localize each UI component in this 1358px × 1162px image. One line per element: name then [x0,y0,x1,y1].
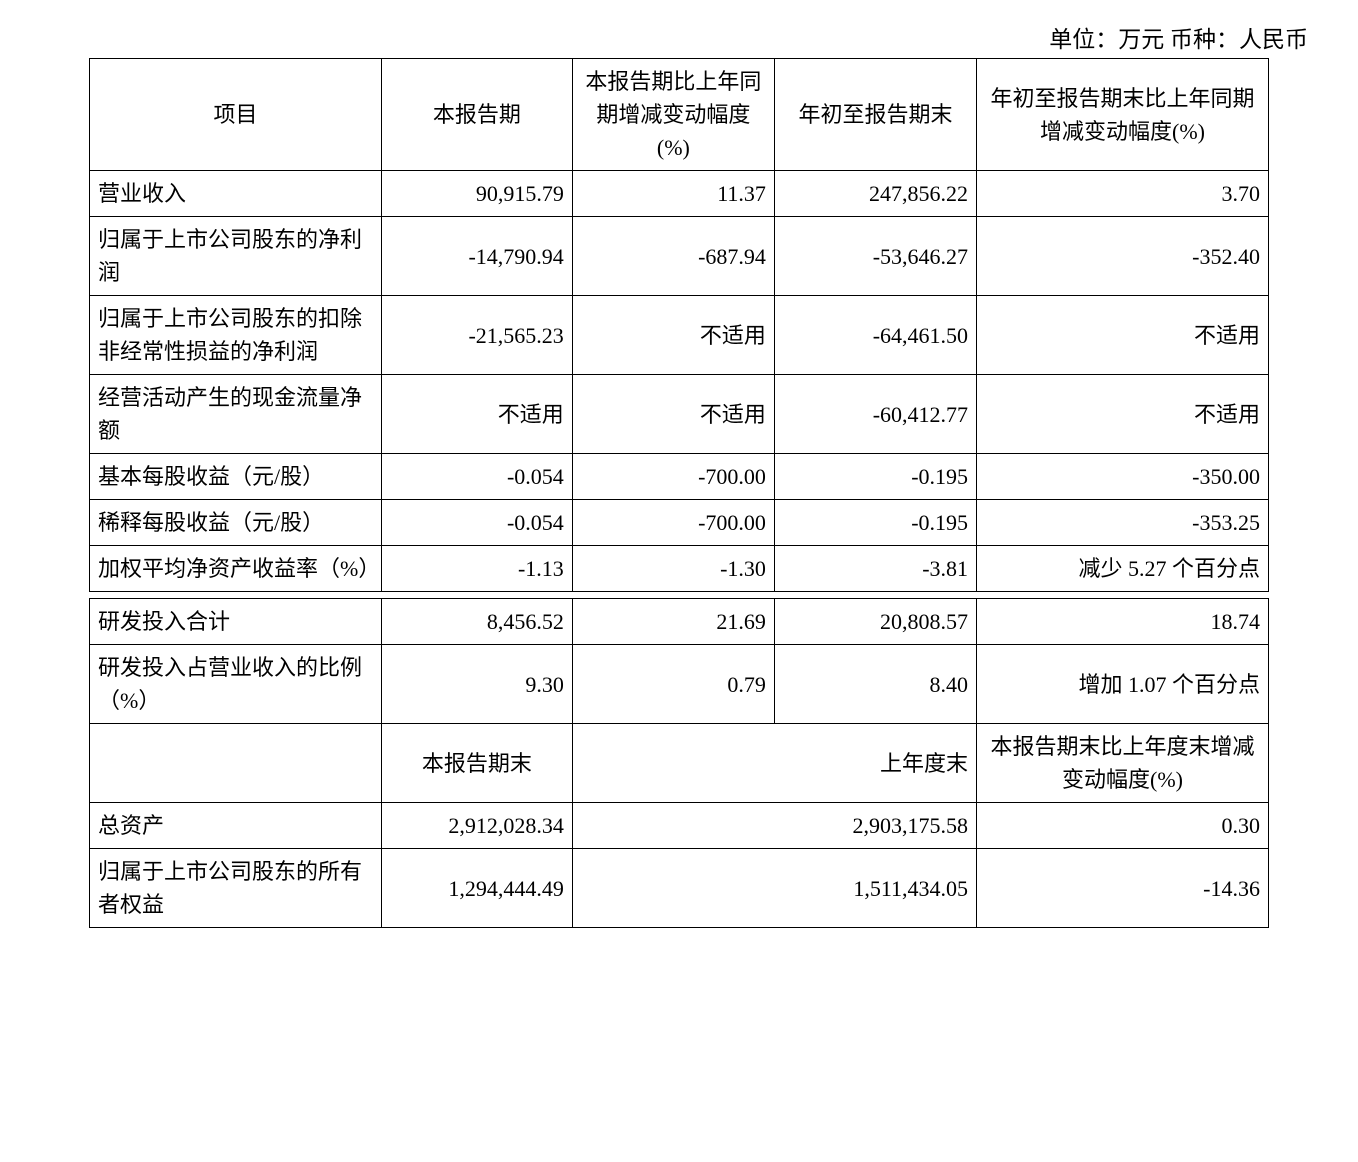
cell-value: -350.00 [977,454,1269,500]
cell-value: -21,565.23 [381,296,572,375]
cell-value: -1.30 [572,546,774,592]
col-header-blank [90,724,382,803]
cell-value: 0.30 [977,803,1269,849]
cell-value: 2,912,028.34 [381,803,572,849]
row-label: 归属于上市公司股东的所有者权益 [90,849,382,928]
row-label: 营业收入 [90,171,382,217]
col-header-ytd: 年初至报告期末 [774,59,976,171]
cell-value: 不适用 [977,375,1269,454]
cell-value: -0.195 [774,500,976,546]
cell-value: 1,294,444.49 [381,849,572,928]
table-row: 基本每股收益（元/股） -0.054 -700.00 -0.195 -350.0… [90,454,1269,500]
table-row: 经营活动产生的现金流量净额 不适用 不适用 -60,412.77 不适用 [90,375,1269,454]
cell-value: 11.37 [572,171,774,217]
cell-value: 3.70 [977,171,1269,217]
cell-value: 9.30 [381,645,572,724]
row-label: 基本每股收益（元/股） [90,454,382,500]
table-row: 归属于上市公司股东的所有者权益 1,294,444.49 1,511,434.0… [90,849,1269,928]
cell-value: -0.054 [381,454,572,500]
cell-value: -687.94 [572,217,774,296]
cell-value: 减少 5.27 个百分点 [977,546,1269,592]
cell-value: -352.40 [977,217,1269,296]
row-label: 归属于上市公司股东的扣除非经常性损益的净利润 [90,296,382,375]
cell-value: -60,412.77 [774,375,976,454]
cell-value: 8.40 [774,645,976,724]
cell-value: -0.054 [381,500,572,546]
cell-value: -0.195 [774,454,976,500]
cell-value: 0.79 [572,645,774,724]
table-row: 稀释每股收益（元/股） -0.054 -700.00 -0.195 -353.2… [90,500,1269,546]
cell-value: 18.74 [977,599,1269,645]
cell-value: -700.00 [572,500,774,546]
cell-value: 不适用 [572,296,774,375]
cell-value: 不适用 [977,296,1269,375]
col-header-period-end: 本报告期末 [381,724,572,803]
cell-value: 不适用 [381,375,572,454]
col-header-change: 本报告期末比上年度末增减变动幅度(%) [977,724,1269,803]
cell-value: -353.25 [977,500,1269,546]
cell-value: 增加 1.07 个百分点 [977,645,1269,724]
cell-value: -53,646.27 [774,217,976,296]
row-label: 加权平均净资产收益率（%） [90,546,382,592]
col-header-change-yoy: 本报告期比上年同期增减变动幅度(%) [572,59,774,171]
cell-value: -3.81 [774,546,976,592]
cell-value: 1,511,434.05 [572,849,976,928]
cell-value: 21.69 [572,599,774,645]
cell-value: -64,461.50 [774,296,976,375]
table-row: 研发投入占营业收入的比例（%） 9.30 0.79 8.40 增加 1.07 个… [90,645,1269,724]
cell-value: 20,808.57 [774,599,976,645]
cell-value: 2,903,175.58 [572,803,976,849]
row-label: 经营活动产生的现金流量净额 [90,375,382,454]
cell-value: -1.13 [381,546,572,592]
row-label: 研发投入合计 [90,599,382,645]
table-row: 归属于上市公司股东的净利润 -14,790.94 -687.94 -53,646… [90,217,1269,296]
row-label: 稀释每股收益（元/股） [90,500,382,546]
section-divider [90,592,1269,599]
cell-value: -700.00 [572,454,774,500]
cell-value: -14.36 [977,849,1269,928]
table-row: 总资产 2,912,028.34 2,903,175.58 0.30 [90,803,1269,849]
header-row-2: 本报告期末 上年度末 本报告期末比上年度末增减变动幅度(%) [90,724,1269,803]
col-header-item: 项目 [90,59,382,171]
col-header-prev-year-end: 上年度末 [572,724,976,803]
table-row: 加权平均净资产收益率（%） -1.13 -1.30 -3.81 减少 5.27 … [90,546,1269,592]
financial-table: 项目 本报告期 本报告期比上年同期增减变动幅度(%) 年初至报告期末 年初至报告… [89,58,1269,928]
cell-value: 90,915.79 [381,171,572,217]
col-header-current: 本报告期 [381,59,572,171]
cell-value: -14,790.94 [381,217,572,296]
table-row: 研发投入合计 8,456.52 21.69 20,808.57 18.74 [90,599,1269,645]
row-label: 总资产 [90,803,382,849]
cell-value: 不适用 [572,375,774,454]
cell-value: 8,456.52 [381,599,572,645]
row-label: 研发投入占营业收入的比例（%） [90,645,382,724]
table-row: 营业收入 90,915.79 11.37 247,856.22 3.70 [90,171,1269,217]
header-row-1: 项目 本报告期 本报告期比上年同期增减变动幅度(%) 年初至报告期末 年初至报告… [90,59,1269,171]
row-label: 归属于上市公司股东的净利润 [90,217,382,296]
table-row: 归属于上市公司股东的扣除非经常性损益的净利润 -21,565.23 不适用 -6… [90,296,1269,375]
cell-value: 247,856.22 [774,171,976,217]
col-header-ytd-change: 年初至报告期末比上年同期增减变动幅度(%) [977,59,1269,171]
unit-currency-line: 单位：万元 币种：人民币 [20,20,1338,54]
